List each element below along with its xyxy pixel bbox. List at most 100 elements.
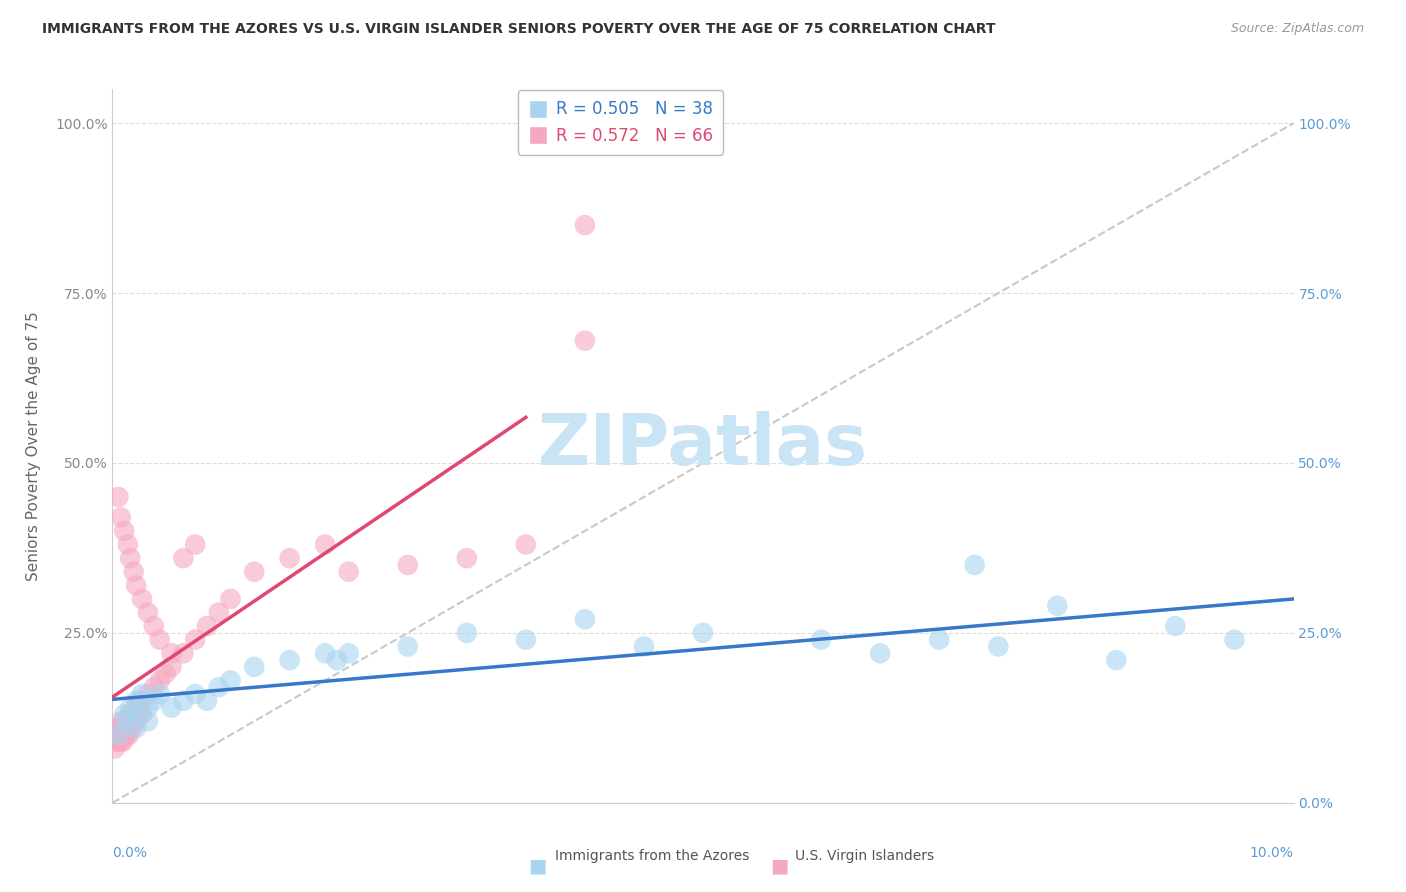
Text: Source: ZipAtlas.com: Source: ZipAtlas.com [1230,22,1364,36]
Point [172,646,194,660]
Point [142,619,165,633]
Point [129,700,152,714]
Point [396,558,419,572]
Point [1046,599,1069,613]
Point [243,565,266,579]
Point [124,700,146,714]
Point [515,632,537,647]
Point [117,714,139,729]
Point [110,721,132,735]
Point [314,646,336,660]
Point [142,680,165,694]
Point [120,714,142,729]
Point [810,632,832,647]
Point [120,714,142,729]
Point [326,653,349,667]
Point [869,646,891,660]
Point [172,551,194,566]
Point [337,646,360,660]
Point [131,591,153,606]
Point [110,510,132,524]
Point [107,721,129,735]
Point [136,606,159,620]
Point [112,524,135,538]
Point [337,565,360,579]
Point [131,707,153,722]
Point [928,632,950,647]
Point [136,687,159,701]
Text: ■: ■ [770,856,789,875]
Point [184,687,207,701]
Point [112,728,135,742]
Point [127,707,149,722]
Point [107,490,129,504]
Point [108,728,131,742]
Point [104,741,127,756]
Legend: R = 0.505   N = 38, R = 0.572   N = 66: R = 0.505 N = 38, R = 0.572 N = 66 [517,90,723,154]
Point [963,558,986,572]
Point [115,728,138,742]
Point [574,612,596,626]
Point [456,551,478,566]
Point [195,694,218,708]
Point [1223,632,1246,647]
Point [120,707,142,722]
Point [149,687,172,701]
Point [987,640,1010,654]
Text: 0.0%: 0.0% [112,846,148,860]
Point [184,632,207,647]
Point [112,714,135,729]
Point [208,606,231,620]
Point [107,728,129,742]
Point [107,734,129,748]
Point [314,537,336,551]
Point [127,707,149,722]
Point [111,728,134,742]
Point [115,714,138,729]
Point [118,728,141,742]
Text: IMMIGRANTS FROM THE AZORES VS U.S. VIRGIN ISLANDER SENIORS POVERTY OVER THE AGE : IMMIGRANTS FROM THE AZORES VS U.S. VIRGI… [42,22,995,37]
Text: Immigrants from the Azores: Immigrants from the Azores [555,849,749,863]
Point [149,673,172,688]
Point [112,707,135,722]
Point [121,707,143,722]
Text: ■: ■ [529,856,547,875]
Point [120,700,142,714]
Point [1105,653,1128,667]
Point [633,640,655,654]
Point [105,728,128,742]
Point [160,700,183,714]
Point [515,537,537,551]
Point [112,734,135,748]
Point [125,721,148,735]
Point [105,734,128,748]
Point [155,666,177,681]
Text: ZIPatlas: ZIPatlas [538,411,868,481]
Point [121,721,143,735]
Point [172,694,194,708]
Point [112,721,135,735]
Point [117,721,139,735]
Point [125,694,148,708]
Point [110,734,132,748]
Point [278,653,301,667]
Point [127,700,149,714]
Point [117,537,139,551]
Point [122,714,145,729]
Point [131,687,153,701]
Point [160,646,183,660]
Point [692,626,714,640]
Point [184,537,207,551]
Point [195,619,218,633]
Point [142,694,165,708]
Y-axis label: Seniors Poverty Over the Age of 75: Seniors Poverty Over the Age of 75 [27,311,41,581]
Point [136,700,159,714]
Text: U.S. Virgin Islanders: U.S. Virgin Islanders [796,849,934,863]
Point [219,673,242,688]
Point [574,334,596,348]
Text: 10.0%: 10.0% [1250,846,1294,860]
Point [243,660,266,674]
Point [125,707,148,722]
Point [574,218,596,232]
Point [208,680,231,694]
